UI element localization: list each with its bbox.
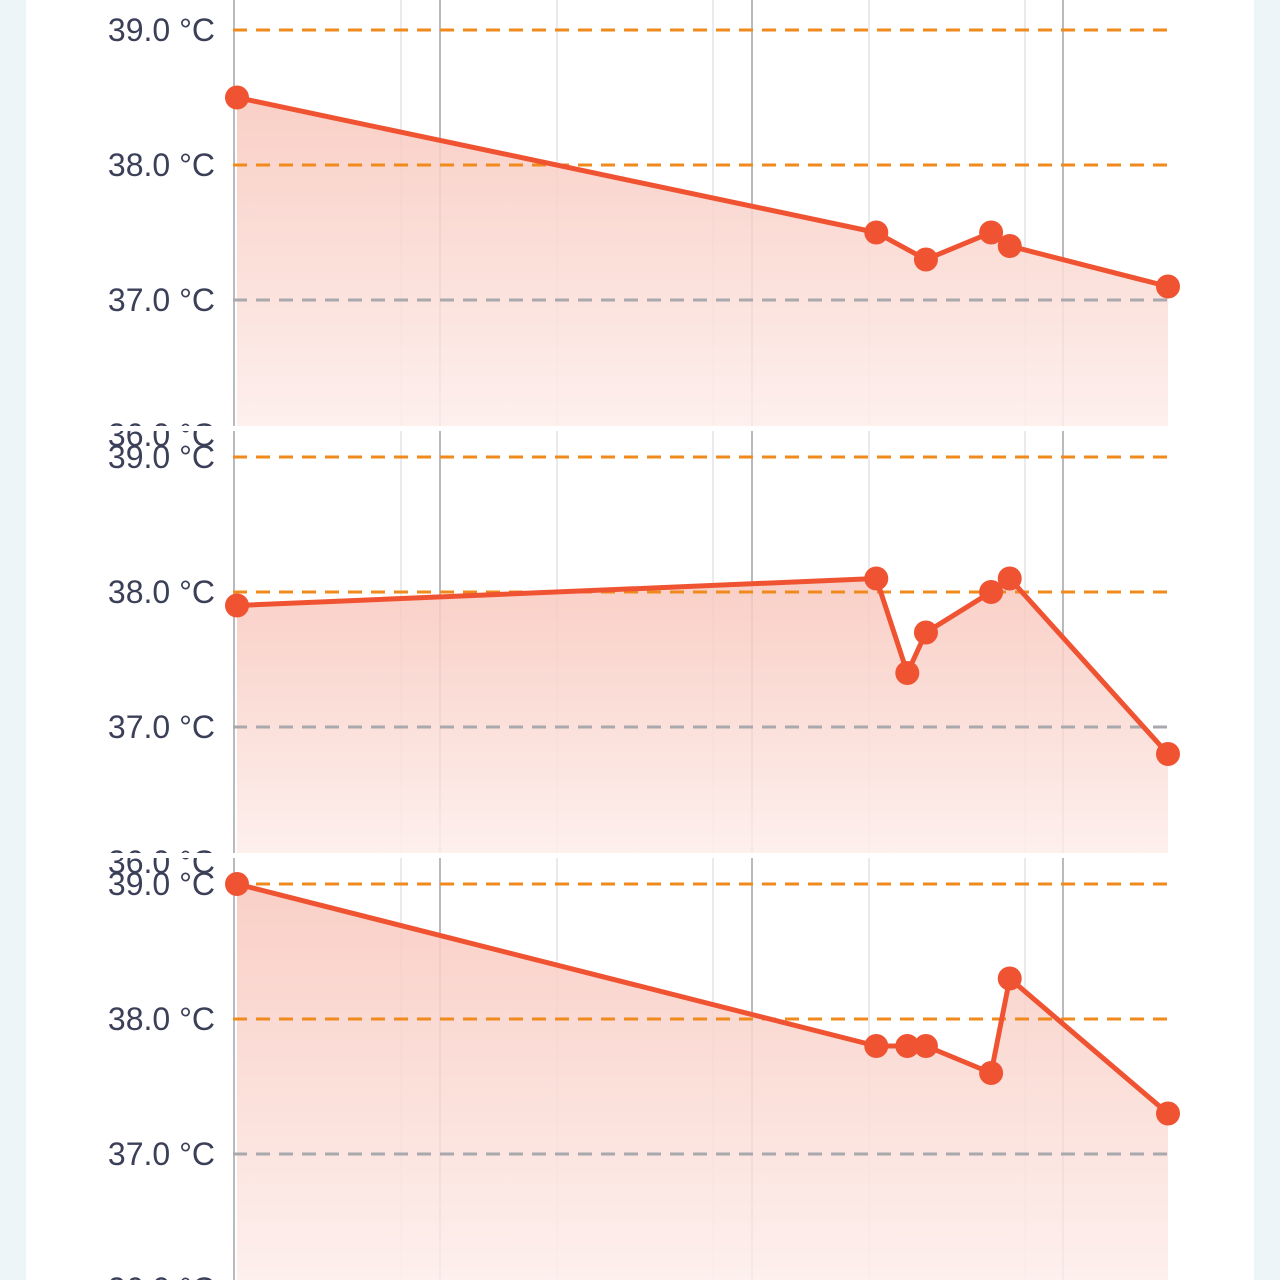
data-point[interactable] <box>1156 742 1180 766</box>
y-tick-label: 37.0 °C <box>108 282 215 318</box>
data-point[interactable] <box>225 872 249 896</box>
y-tick-label: 36.0 °C <box>108 417 215 453</box>
data-point[interactable] <box>997 566 1022 591</box>
y-tick-label: 36.0 °C <box>108 1271 215 1280</box>
data-point[interactable] <box>913 247 938 272</box>
data-point[interactable] <box>979 1061 1004 1085</box>
data-point[interactable] <box>1156 274 1180 299</box>
y-tick-label: 39.0 °C <box>108 12 215 48</box>
area-fill <box>237 97 1168 426</box>
area-fill <box>237 884 1168 1280</box>
data-point[interactable] <box>979 220 1004 245</box>
data-point[interactable] <box>997 234 1022 258</box>
data-point[interactable] <box>997 966 1022 991</box>
y-tick-label: 38.0 °C <box>108 1001 215 1037</box>
y-tick-label: 39.0 °C <box>108 866 215 902</box>
y-tick-label: 38.0 °C <box>108 147 215 183</box>
temperature-line <box>236 95 1169 289</box>
data-point[interactable] <box>913 620 938 645</box>
panels-layer: 39.0 °C38.0 °C37.0 °C36.0 °C39.0 °C38.0 … <box>26 12 1254 1280</box>
data-point[interactable] <box>979 580 1004 604</box>
data-point[interactable] <box>864 1034 889 1058</box>
y-tick-label: 37.0 °C <box>108 709 215 745</box>
data-point[interactable] <box>1156 1101 1180 1126</box>
chart-panel-2: 39.0 °C 38.0 °C 37.0 °C 36.0 °C <box>108 439 1180 880</box>
data-point[interactable] <box>895 1034 920 1058</box>
chart-panel-1: 39.0 °C 38.0 °C 37.0 °C 36.0 °C <box>108 12 1180 453</box>
panel-separator <box>26 426 1254 431</box>
data-point[interactable] <box>895 661 920 685</box>
data-point[interactable] <box>913 1034 938 1058</box>
y-tick-label: 37.0 °C <box>108 1136 215 1172</box>
chart-panel-3: 39.0 °C 38.0 °C 37.0 °C 36.0 °C <box>108 866 1180 1280</box>
data-point[interactable] <box>864 566 889 591</box>
data-point[interactable] <box>225 593 249 618</box>
y-tick-label: 39.0 °C <box>108 439 215 475</box>
area-fill <box>237 578 1168 853</box>
data-point[interactable] <box>225 85 249 110</box>
y-tick-label: 36.0 °C <box>108 844 215 880</box>
data-point[interactable] <box>864 220 889 245</box>
y-tick-label: 38.0 °C <box>108 574 215 610</box>
panel-separator <box>26 853 1254 858</box>
